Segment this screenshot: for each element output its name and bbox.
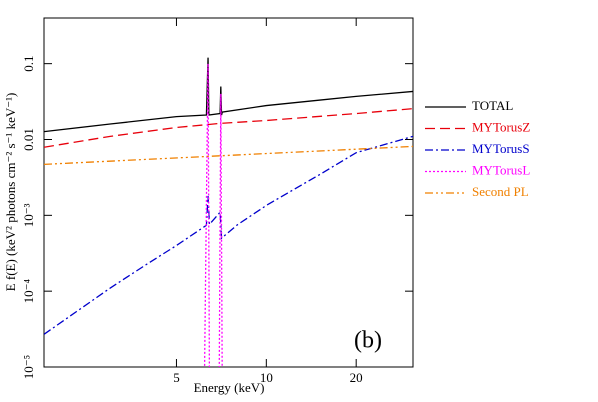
- y-tick-label: 10⁻⁴: [21, 279, 36, 304]
- x-tick-label: 10: [260, 370, 273, 385]
- legend-label: MYTorusL: [472, 162, 530, 177]
- y-tick-label: 10⁻³: [21, 203, 36, 227]
- annotation: (b): [354, 328, 382, 354]
- y-tick-label: 10⁻⁵: [21, 355, 36, 379]
- legend-label: MYTorusS: [472, 141, 530, 156]
- series-line: [44, 135, 413, 335]
- series-line: [44, 108, 413, 148]
- series-line: [44, 145, 413, 166]
- legend-label: TOTAL: [472, 98, 513, 113]
- plot-frame: [43, 17, 414, 368]
- series-line: [44, 57, 413, 133]
- legend-label: Second PL: [472, 184, 529, 199]
- x-axis-label: Energy (keV): [194, 380, 265, 395]
- y-tick-label: 0.1: [21, 56, 36, 72]
- y-tick-label: 0.01: [21, 128, 36, 151]
- y-axis-label: E f(E) (keV² photons cm⁻² s⁻¹ keV⁻¹): [3, 93, 18, 292]
- x-tick-label: 20: [350, 370, 363, 385]
- legend-label: MYTorusZ: [472, 119, 530, 134]
- x-tick-label: 5: [173, 370, 180, 385]
